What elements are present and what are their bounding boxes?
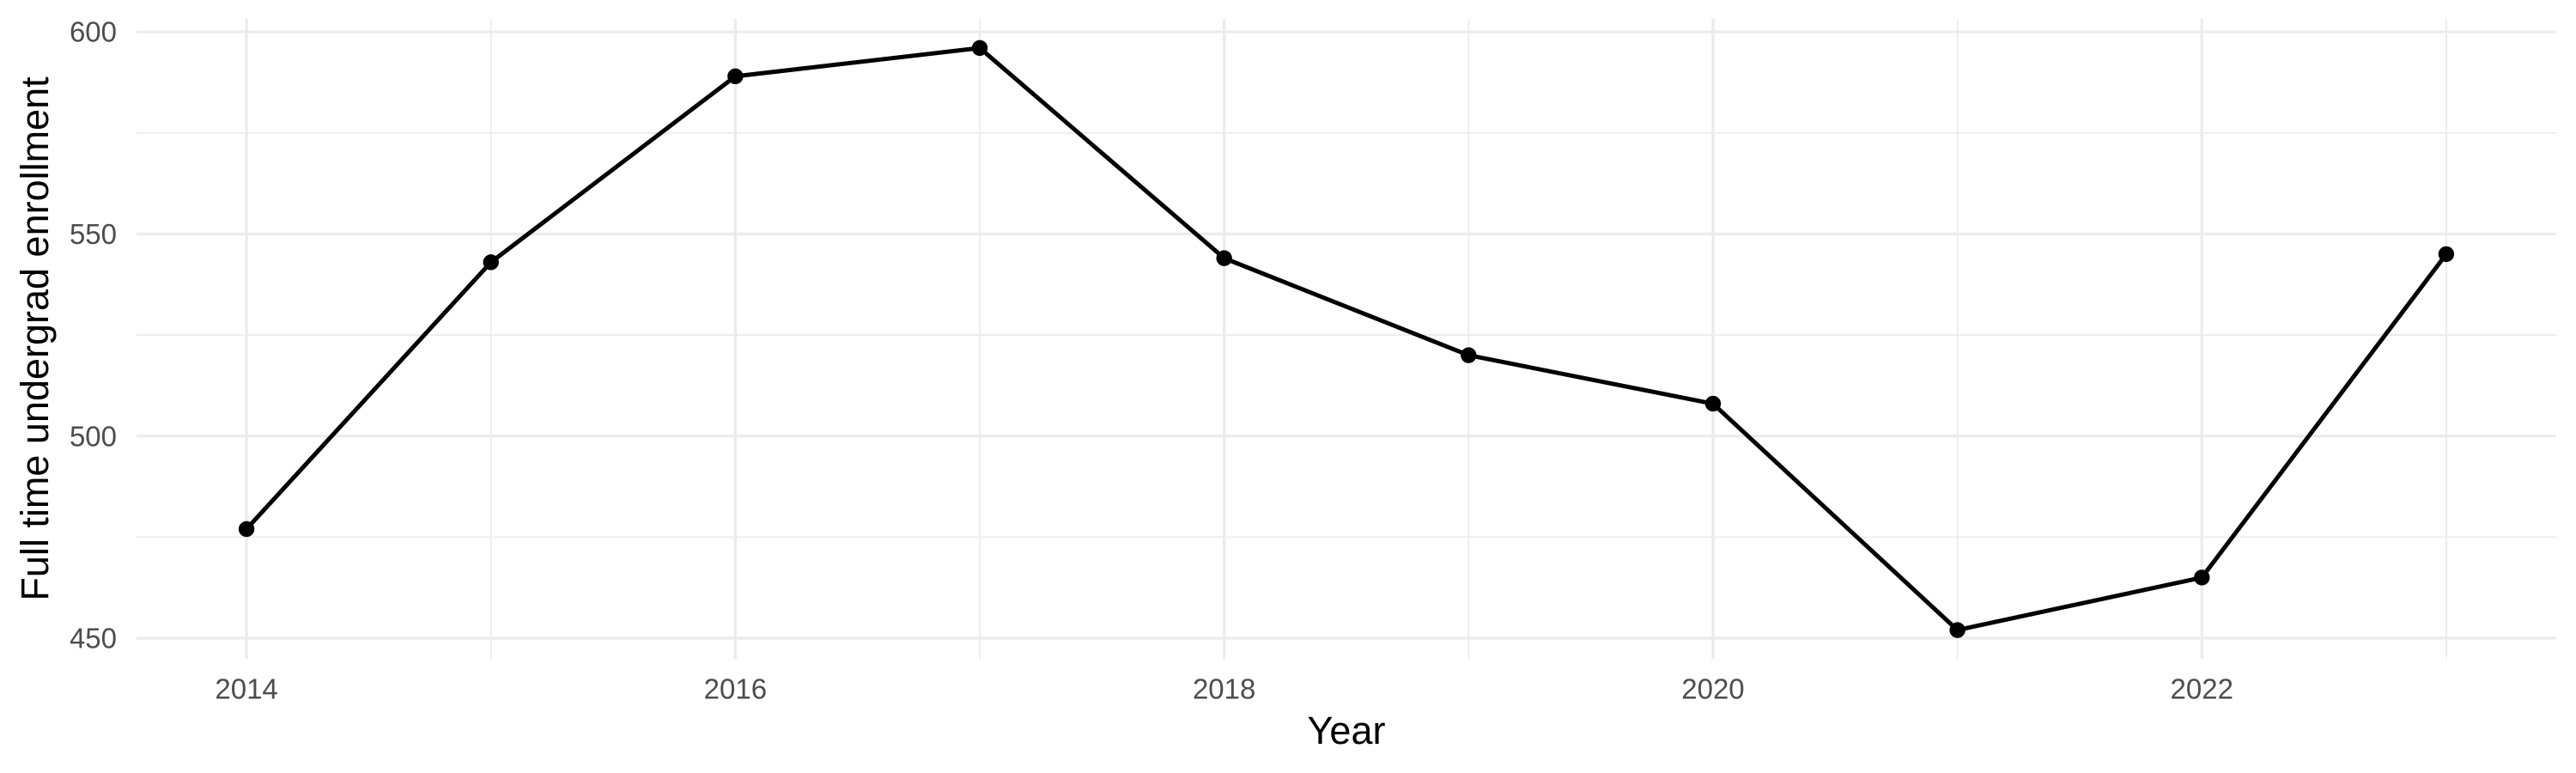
data-point-2023 <box>2438 246 2455 263</box>
x-tick-label: 2022 <box>2171 673 2233 705</box>
x-tick-label: 2018 <box>1193 673 1255 705</box>
data-points <box>238 40 2455 638</box>
major-gridlines <box>137 19 2556 660</box>
x-axis-tick-labels: 2014 2016 2018 2020 2022 <box>215 673 2233 705</box>
y-tick-label: 600 <box>70 16 117 48</box>
x-axis-title: Year <box>1308 709 1386 752</box>
data-point-2022 <box>2194 569 2210 586</box>
series-polyline <box>245 46 2448 633</box>
x-tick-label: 2020 <box>1681 673 1744 705</box>
x-tick-label: 2014 <box>215 673 277 705</box>
y-axis-tick-labels: 450 500 550 600 <box>70 16 117 654</box>
x-tick-label: 2016 <box>704 673 767 705</box>
data-point-2020 <box>1704 395 1722 412</box>
data-point-2019 <box>1461 347 1477 363</box>
data-point-2021 <box>1949 622 1965 638</box>
data-point-2016 <box>727 68 744 85</box>
data-point-2018 <box>1216 250 1232 266</box>
y-tick-label: 450 <box>70 623 117 654</box>
data-point-2015 <box>483 254 499 271</box>
y-tick-label: 550 <box>70 218 117 250</box>
y-tick-label: 500 <box>70 420 117 452</box>
data-point-2017 <box>971 40 988 57</box>
y-axis-title: Full time undergrad enrollment <box>13 76 57 601</box>
data-point-2014 <box>238 520 255 538</box>
minor-gridlines <box>137 19 2556 660</box>
data-series-line <box>245 46 2448 633</box>
